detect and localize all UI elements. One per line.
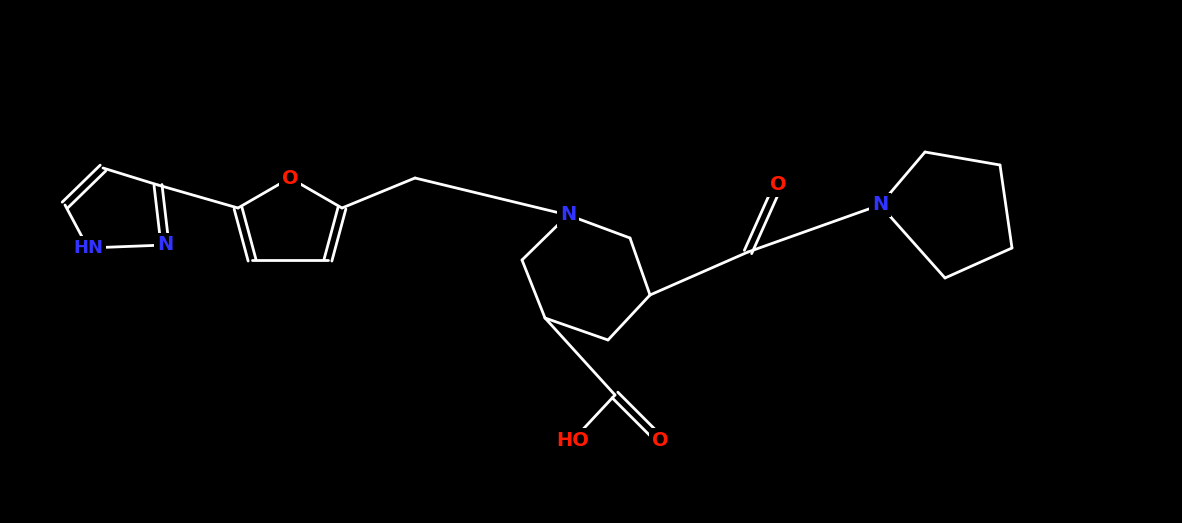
Text: N: N <box>560 206 576 224</box>
Text: HN: HN <box>73 239 103 257</box>
Text: N: N <box>157 235 173 255</box>
Text: N: N <box>872 196 888 214</box>
Text: O: O <box>651 430 668 449</box>
Text: O: O <box>281 168 298 188</box>
Text: O: O <box>769 176 786 195</box>
Text: HO: HO <box>557 430 590 449</box>
